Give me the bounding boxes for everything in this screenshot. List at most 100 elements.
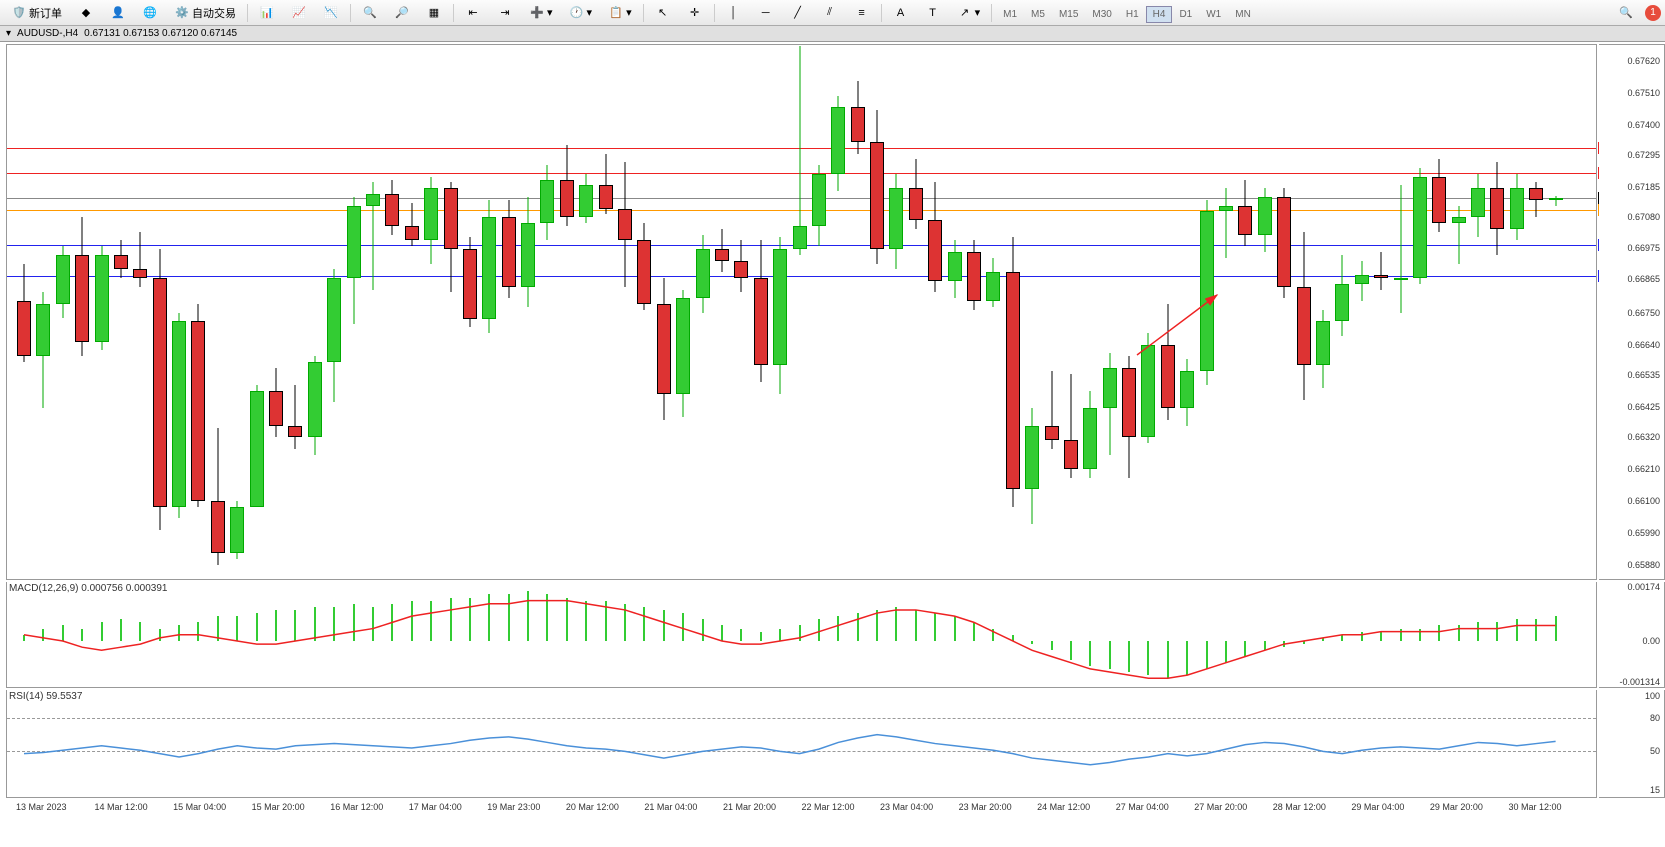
bar-chart-button[interactable]: 📊 xyxy=(252,3,282,23)
candle[interactable] xyxy=(1335,45,1349,579)
candle[interactable] xyxy=(1510,45,1524,579)
candle[interactable] xyxy=(133,45,147,579)
candle[interactable] xyxy=(599,45,613,579)
zoom-out-button[interactable]: 🔎 xyxy=(387,3,417,23)
timeframe-D1[interactable]: D1 xyxy=(1172,6,1199,23)
search-button[interactable]: 🔍 xyxy=(1611,3,1641,23)
candle[interactable] xyxy=(1238,45,1252,579)
candle[interactable] xyxy=(385,45,399,579)
candle[interactable] xyxy=(502,45,516,579)
candle[interactable] xyxy=(1452,45,1466,579)
candle[interactable] xyxy=(1103,45,1117,579)
candle[interactable] xyxy=(986,45,1000,579)
candle[interactable] xyxy=(153,45,167,579)
candle[interactable] xyxy=(540,45,554,579)
candle[interactable] xyxy=(56,45,70,579)
candle[interactable] xyxy=(851,45,865,579)
candle[interactable] xyxy=(1529,45,1543,579)
indicators-button[interactable]: ➕▾ xyxy=(522,3,560,23)
candle[interactable] xyxy=(444,45,458,579)
main-chart[interactable]: 0.673190.672340.671040.669840.668760.671… xyxy=(6,44,1597,580)
candle[interactable] xyxy=(17,45,31,579)
auto-trade-button[interactable]: ⚙️自动交易 xyxy=(167,3,243,23)
label-button[interactable]: T xyxy=(918,3,948,23)
candle[interactable] xyxy=(696,45,710,579)
candle[interactable] xyxy=(114,45,128,579)
timeframe-M15[interactable]: M15 xyxy=(1052,6,1085,23)
candle[interactable] xyxy=(1355,45,1369,579)
candle[interactable] xyxy=(1471,45,1485,579)
candle[interactable] xyxy=(230,45,244,579)
candle[interactable] xyxy=(889,45,903,579)
candle[interactable] xyxy=(191,45,205,579)
trendline-button[interactable]: ╱ xyxy=(783,3,813,23)
profile-button[interactable]: 👤 xyxy=(103,3,133,23)
candle[interactable] xyxy=(366,45,380,579)
candle[interactable] xyxy=(36,45,50,579)
new-order-button[interactable]: 🛡️新订单 xyxy=(4,3,69,23)
candle[interactable] xyxy=(1219,45,1233,579)
candle-button[interactable]: 📈 xyxy=(284,3,314,23)
candle[interactable] xyxy=(521,45,535,579)
compile-button[interactable]: ◆ xyxy=(71,3,101,23)
grid-button[interactable]: ▦ xyxy=(419,3,449,23)
candle[interactable] xyxy=(1006,45,1020,579)
candle[interactable] xyxy=(1394,45,1408,579)
candle[interactable] xyxy=(75,45,89,579)
timeframe-W1[interactable]: W1 xyxy=(1199,6,1228,23)
candle[interactable] xyxy=(1025,45,1039,579)
shift-button[interactable]: ⇤ xyxy=(458,3,488,23)
candle[interactable] xyxy=(870,45,884,579)
timeframe-H1[interactable]: H1 xyxy=(1119,6,1146,23)
timeframe-MN[interactable]: MN xyxy=(1228,6,1258,23)
candle[interactable] xyxy=(250,45,264,579)
globe-button[interactable]: 🌐 xyxy=(135,3,165,23)
hline-button[interactable]: ─ xyxy=(751,3,781,23)
candle[interactable] xyxy=(424,45,438,579)
candle[interactable] xyxy=(172,45,186,579)
text-button[interactable]: A xyxy=(886,3,916,23)
candle[interactable] xyxy=(1083,45,1097,579)
candle[interactable] xyxy=(793,45,807,579)
channel-button[interactable]: ⫽ xyxy=(815,3,845,23)
arrows-button[interactable]: ↗▾ xyxy=(950,3,988,23)
candle[interactable] xyxy=(405,45,419,579)
candle[interactable] xyxy=(1297,45,1311,579)
timeframe-M1[interactable]: M1 xyxy=(996,6,1024,23)
candle[interactable] xyxy=(831,45,845,579)
candle[interactable] xyxy=(618,45,632,579)
candle[interactable] xyxy=(308,45,322,579)
candle[interactable] xyxy=(928,45,942,579)
periods-button[interactable]: 🕐▾ xyxy=(562,3,600,23)
dropdown-icon[interactable]: ▾ xyxy=(6,28,11,39)
candle[interactable] xyxy=(1490,45,1504,579)
candle[interactable] xyxy=(327,45,341,579)
templates-button[interactable]: 📋▾ xyxy=(601,3,639,23)
timeframe-M30[interactable]: M30 xyxy=(1085,6,1118,23)
candle[interactable] xyxy=(482,45,496,579)
candle[interactable] xyxy=(211,45,225,579)
candle[interactable] xyxy=(1200,45,1214,579)
candle[interactable] xyxy=(754,45,768,579)
line-chart-button[interactable]: 📉 xyxy=(316,3,346,23)
candle[interactable] xyxy=(1180,45,1194,579)
candle[interactable] xyxy=(347,45,361,579)
candle[interactable] xyxy=(1064,45,1078,579)
candle[interactable] xyxy=(1374,45,1388,579)
candle[interactable] xyxy=(579,45,593,579)
candle[interactable] xyxy=(1549,45,1563,579)
candle[interactable] xyxy=(463,45,477,579)
candle[interactable] xyxy=(637,45,651,579)
timeframe-H4[interactable]: H4 xyxy=(1146,6,1173,23)
crosshair-button[interactable]: ✛ xyxy=(680,3,710,23)
candle[interactable] xyxy=(948,45,962,579)
candle[interactable] xyxy=(715,45,729,579)
candle[interactable] xyxy=(288,45,302,579)
candle[interactable] xyxy=(269,45,283,579)
candle[interactable] xyxy=(1258,45,1272,579)
candle[interactable] xyxy=(1161,45,1175,579)
scroll-button[interactable]: ⇥ xyxy=(490,3,520,23)
candle[interactable] xyxy=(1277,45,1291,579)
candle[interactable] xyxy=(773,45,787,579)
candle[interactable] xyxy=(560,45,574,579)
